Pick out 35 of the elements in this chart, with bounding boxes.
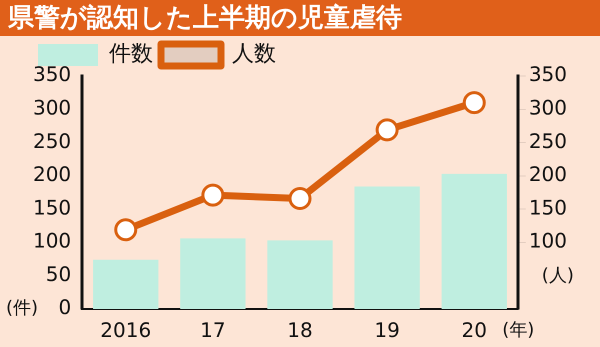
y2-axis-title: (人) (542, 265, 574, 286)
y2-tick-label: 150 (528, 195, 568, 220)
y2-tick-label: 300 (528, 95, 568, 120)
x-tick-label: 2016 (100, 318, 152, 342)
chart-title: 県警が認知した上半期の児童虐待 (0, 0, 600, 36)
y2-tick-label: 350 (528, 62, 568, 86)
y2-tick-label: 200 (528, 162, 568, 186)
y-tick-label: 100 (32, 228, 72, 253)
y2-tick-label: 100 (528, 228, 568, 253)
point (288, 186, 312, 210)
x-tick-label: 18 (287, 318, 313, 342)
y-tick-label: 250 (32, 128, 72, 153)
legend-label: 人数 (232, 42, 276, 67)
x-tick-label: 20 (462, 318, 487, 342)
y-tick-label: 300 (32, 95, 72, 120)
y-tick-label: 200 (32, 162, 72, 186)
point (376, 118, 399, 142)
point (201, 184, 224, 207)
x-axis-title: (年) (502, 320, 534, 341)
y-tick-label: 0 (58, 295, 72, 320)
legend-label: 件数 (109, 42, 153, 67)
y-axis-title: (件) (6, 298, 38, 319)
point (114, 218, 138, 242)
y-tick-label: 50 (46, 262, 72, 286)
bar (354, 186, 420, 309)
x-tick-label: 17 (200, 318, 226, 342)
point (462, 91, 486, 114)
x-tick-label: 19 (374, 318, 400, 342)
bar (267, 240, 333, 309)
bar (442, 174, 507, 309)
y-tick-label: 350 (32, 62, 72, 86)
bar (93, 260, 158, 309)
y-tick-label: 150 (32, 195, 72, 220)
bar (180, 238, 246, 309)
y2-tick-label: 250 (528, 128, 568, 153)
